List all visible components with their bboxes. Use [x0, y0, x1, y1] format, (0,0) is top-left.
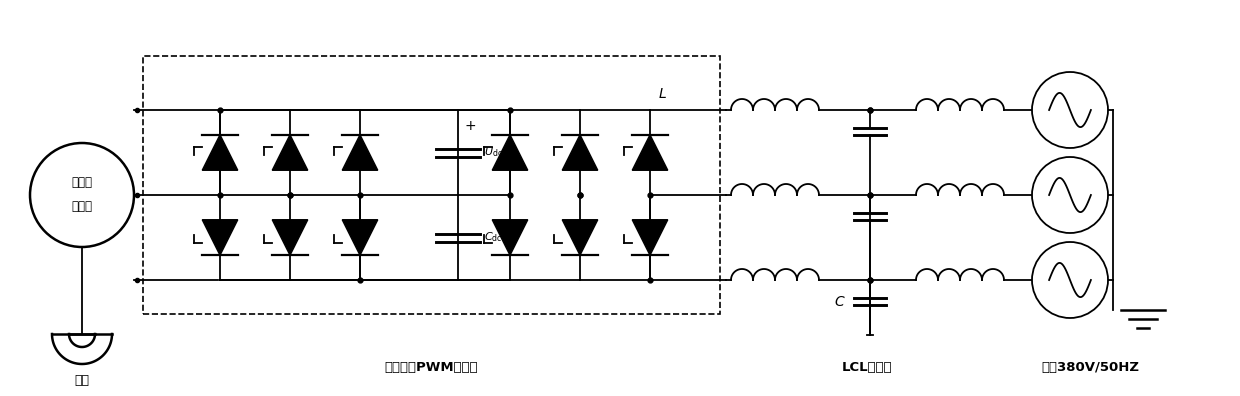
Text: $L$: $L$: [658, 87, 667, 101]
Polygon shape: [273, 220, 308, 255]
Bar: [143, 56, 720, 314]
Polygon shape: [632, 135, 668, 170]
Circle shape: [1032, 72, 1109, 148]
Polygon shape: [562, 220, 598, 255]
Polygon shape: [632, 220, 668, 255]
Polygon shape: [492, 135, 528, 170]
Polygon shape: [492, 220, 528, 255]
Text: 电网380V/50HZ: 电网380V/50HZ: [1042, 361, 1140, 374]
Circle shape: [1032, 242, 1109, 318]
Circle shape: [1032, 157, 1109, 233]
Text: LCL滤波器: LCL滤波器: [842, 361, 893, 374]
Text: +: +: [464, 119, 476, 133]
Text: 储能: 储能: [74, 374, 89, 387]
Text: 永磁同: 永磁同: [72, 177, 93, 190]
Text: $C_{\rm dc}$: $C_{\rm dc}$: [484, 230, 502, 244]
Polygon shape: [342, 220, 378, 255]
Polygon shape: [202, 135, 238, 170]
Polygon shape: [562, 135, 598, 170]
Text: $U_{\rm dc}$: $U_{\rm dc}$: [484, 146, 503, 160]
Circle shape: [30, 143, 134, 247]
Polygon shape: [202, 220, 238, 255]
Text: 步电机: 步电机: [72, 200, 93, 213]
Text: 背靠背双PWM变流器: 背靠背双PWM变流器: [384, 361, 479, 374]
Text: $C$: $C$: [835, 295, 846, 309]
Polygon shape: [273, 135, 308, 170]
Polygon shape: [342, 135, 378, 170]
